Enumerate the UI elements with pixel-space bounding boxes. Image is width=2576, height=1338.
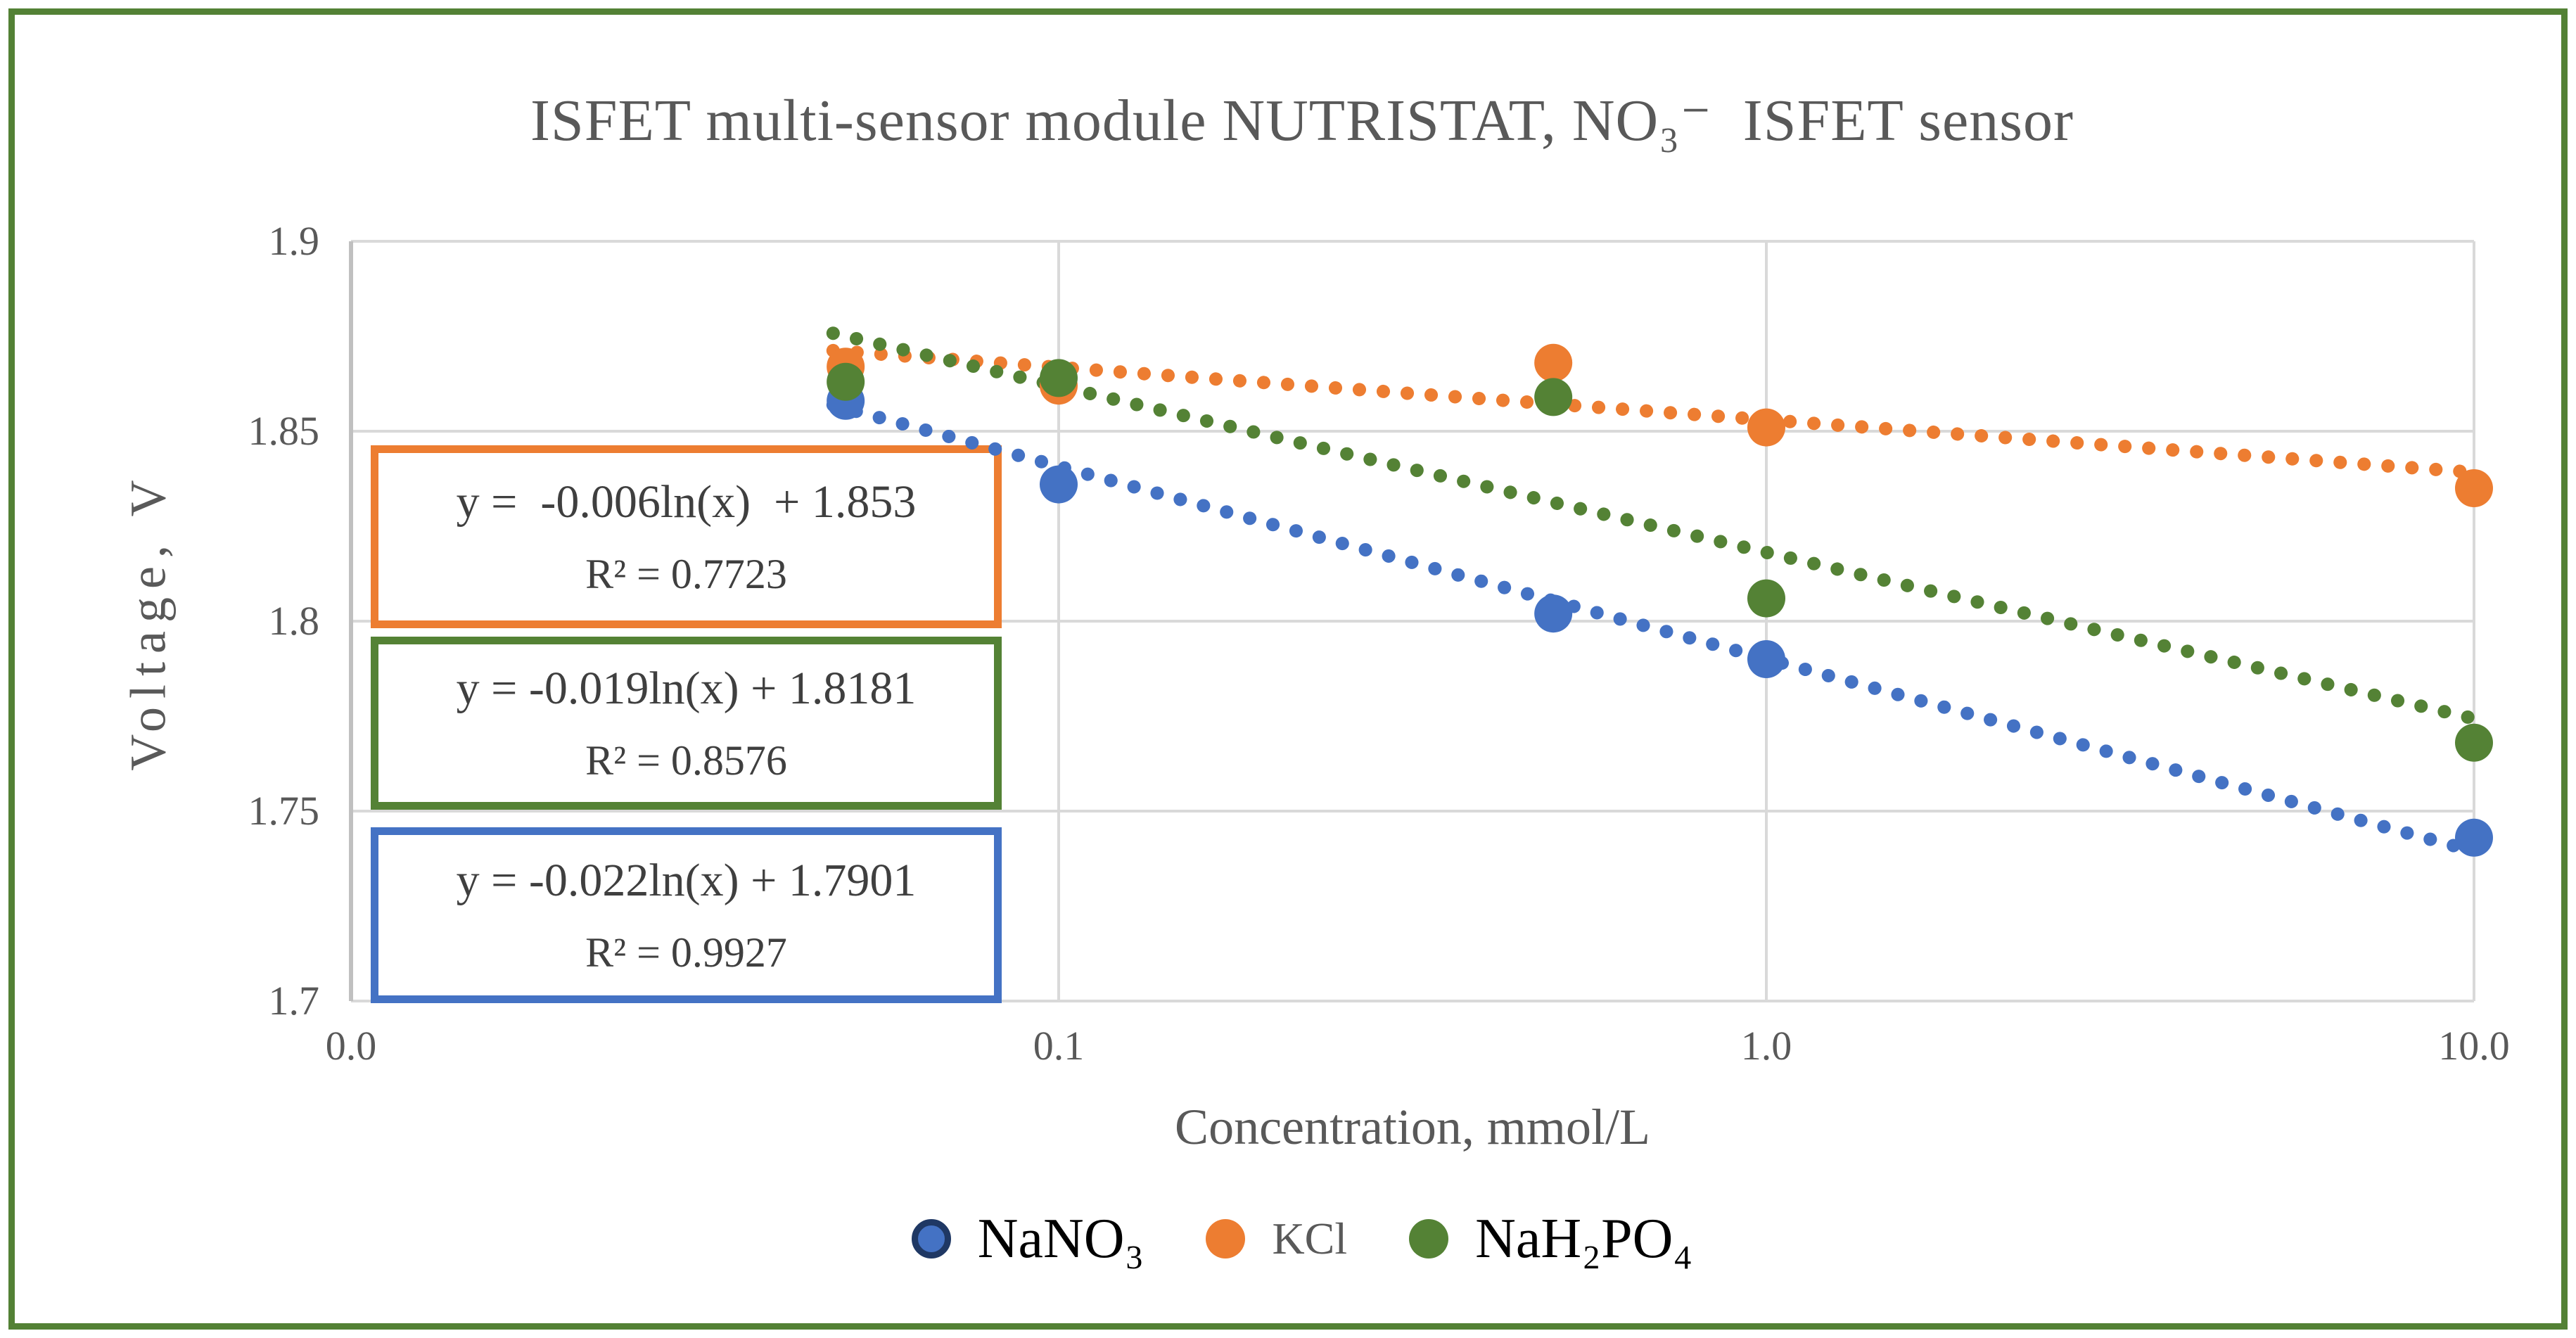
- equation-box-nano3: y = -0.022ln(x) + 1.7901 R² = 0.9927: [371, 827, 1002, 1003]
- y-tick-label-1.85: 1.85: [248, 408, 320, 454]
- x-tick-label-1.0: 1.0: [1740, 1023, 1792, 1069]
- legend-item-nano3: NaNO₃: [911, 1207, 1144, 1271]
- trend-equation-nah2po4: y = -0.019ln(x) + 1.8181: [456, 662, 917, 714]
- y-tick-label-1.75: 1.75: [248, 788, 320, 834]
- x-tick-label-0.0: 0.0: [325, 1023, 377, 1069]
- y-tick-label-1.9: 1.9: [268, 218, 320, 264]
- data-point-NaH₂PO₄-1: [1747, 579, 1785, 618]
- equation-box-kcl: y = -0.006ln(x) + 1.853 R² = 0.7723: [371, 445, 1002, 628]
- legend-label-nah2po4: NaH₂PO₄: [1475, 1207, 1693, 1270]
- data-point-NaH₂PO₄-0.1: [1040, 359, 1078, 397]
- legend-marker-kcl-icon: [1206, 1219, 1246, 1259]
- data-point-NaNO₃-0.5: [1534, 594, 1573, 633]
- x-axis-title: Concentration, mmol/L: [1175, 1099, 1650, 1155]
- legend-label-kcl: KCl: [1272, 1213, 1348, 1263]
- legend-marker-nah2po4-icon: [1409, 1219, 1449, 1259]
- data-point-NaNO₃-0.1: [1040, 465, 1078, 504]
- trendline-NaH₂PO₄: [826, 326, 2481, 725]
- trend-r2-nano3: R² = 0.9927: [585, 929, 787, 976]
- trendline-KCl: [826, 343, 2481, 479]
- trend-equation-kcl: y = -0.006ln(x) + 1.853: [456, 476, 917, 528]
- trend-r2-kcl: R² = 0.7723: [585, 550, 787, 597]
- x-tick-label-0.1: 0.1: [1033, 1023, 1085, 1069]
- chart-title: ISFET multi-sensor module NUTRISTAT, NO₃…: [530, 88, 2074, 153]
- legend-item-nah2po4: NaH₂PO₄: [1409, 1207, 1692, 1271]
- equation-box-nah2po4: y = -0.019ln(x) + 1.8181 R² = 0.8576: [371, 637, 1002, 810]
- data-point-NaH₂PO₄-10: [2455, 723, 2493, 762]
- data-point-KCl-0.05: [827, 348, 865, 386]
- trendline-NaNO₃: [826, 398, 2481, 858]
- y-tick-label-1.7: 1.7: [268, 978, 320, 1024]
- data-point-KCl-1: [1747, 408, 1785, 447]
- trend-r2-nah2po4: R² = 0.8576: [585, 737, 787, 784]
- figure: ISFET multi-sensor module NUTRISTAT, NO₃…: [8, 8, 2568, 1330]
- y-tick-label-1.8: 1.8: [268, 598, 320, 644]
- trend-equation-nano3: y = -0.022ln(x) + 1.7901: [456, 854, 917, 906]
- data-point-KCl-10: [2455, 469, 2493, 507]
- legend-marker-nano3-icon: [911, 1219, 951, 1259]
- data-point-KCl-0.1: [1040, 367, 1078, 405]
- legend: NaNO₃ KCl NaH₂PO₄: [15, 1202, 2576, 1275]
- data-point-NaNO₃-10: [2455, 818, 2493, 857]
- data-point-NaH₂PO₄-0.5: [1534, 378, 1573, 416]
- data-point-NaH₂PO₄-0.05: [827, 362, 865, 401]
- legend-item-kcl: KCl: [1206, 1213, 1347, 1265]
- data-point-NaNO₃-1: [1747, 640, 1785, 678]
- legend-label-nano3: NaNO₃: [977, 1207, 1144, 1270]
- x-tick-label-10.0: 10.0: [2438, 1023, 2510, 1069]
- data-point-KCl-0.5: [1534, 343, 1573, 382]
- data-point-NaNO₃-0.05: [827, 381, 865, 420]
